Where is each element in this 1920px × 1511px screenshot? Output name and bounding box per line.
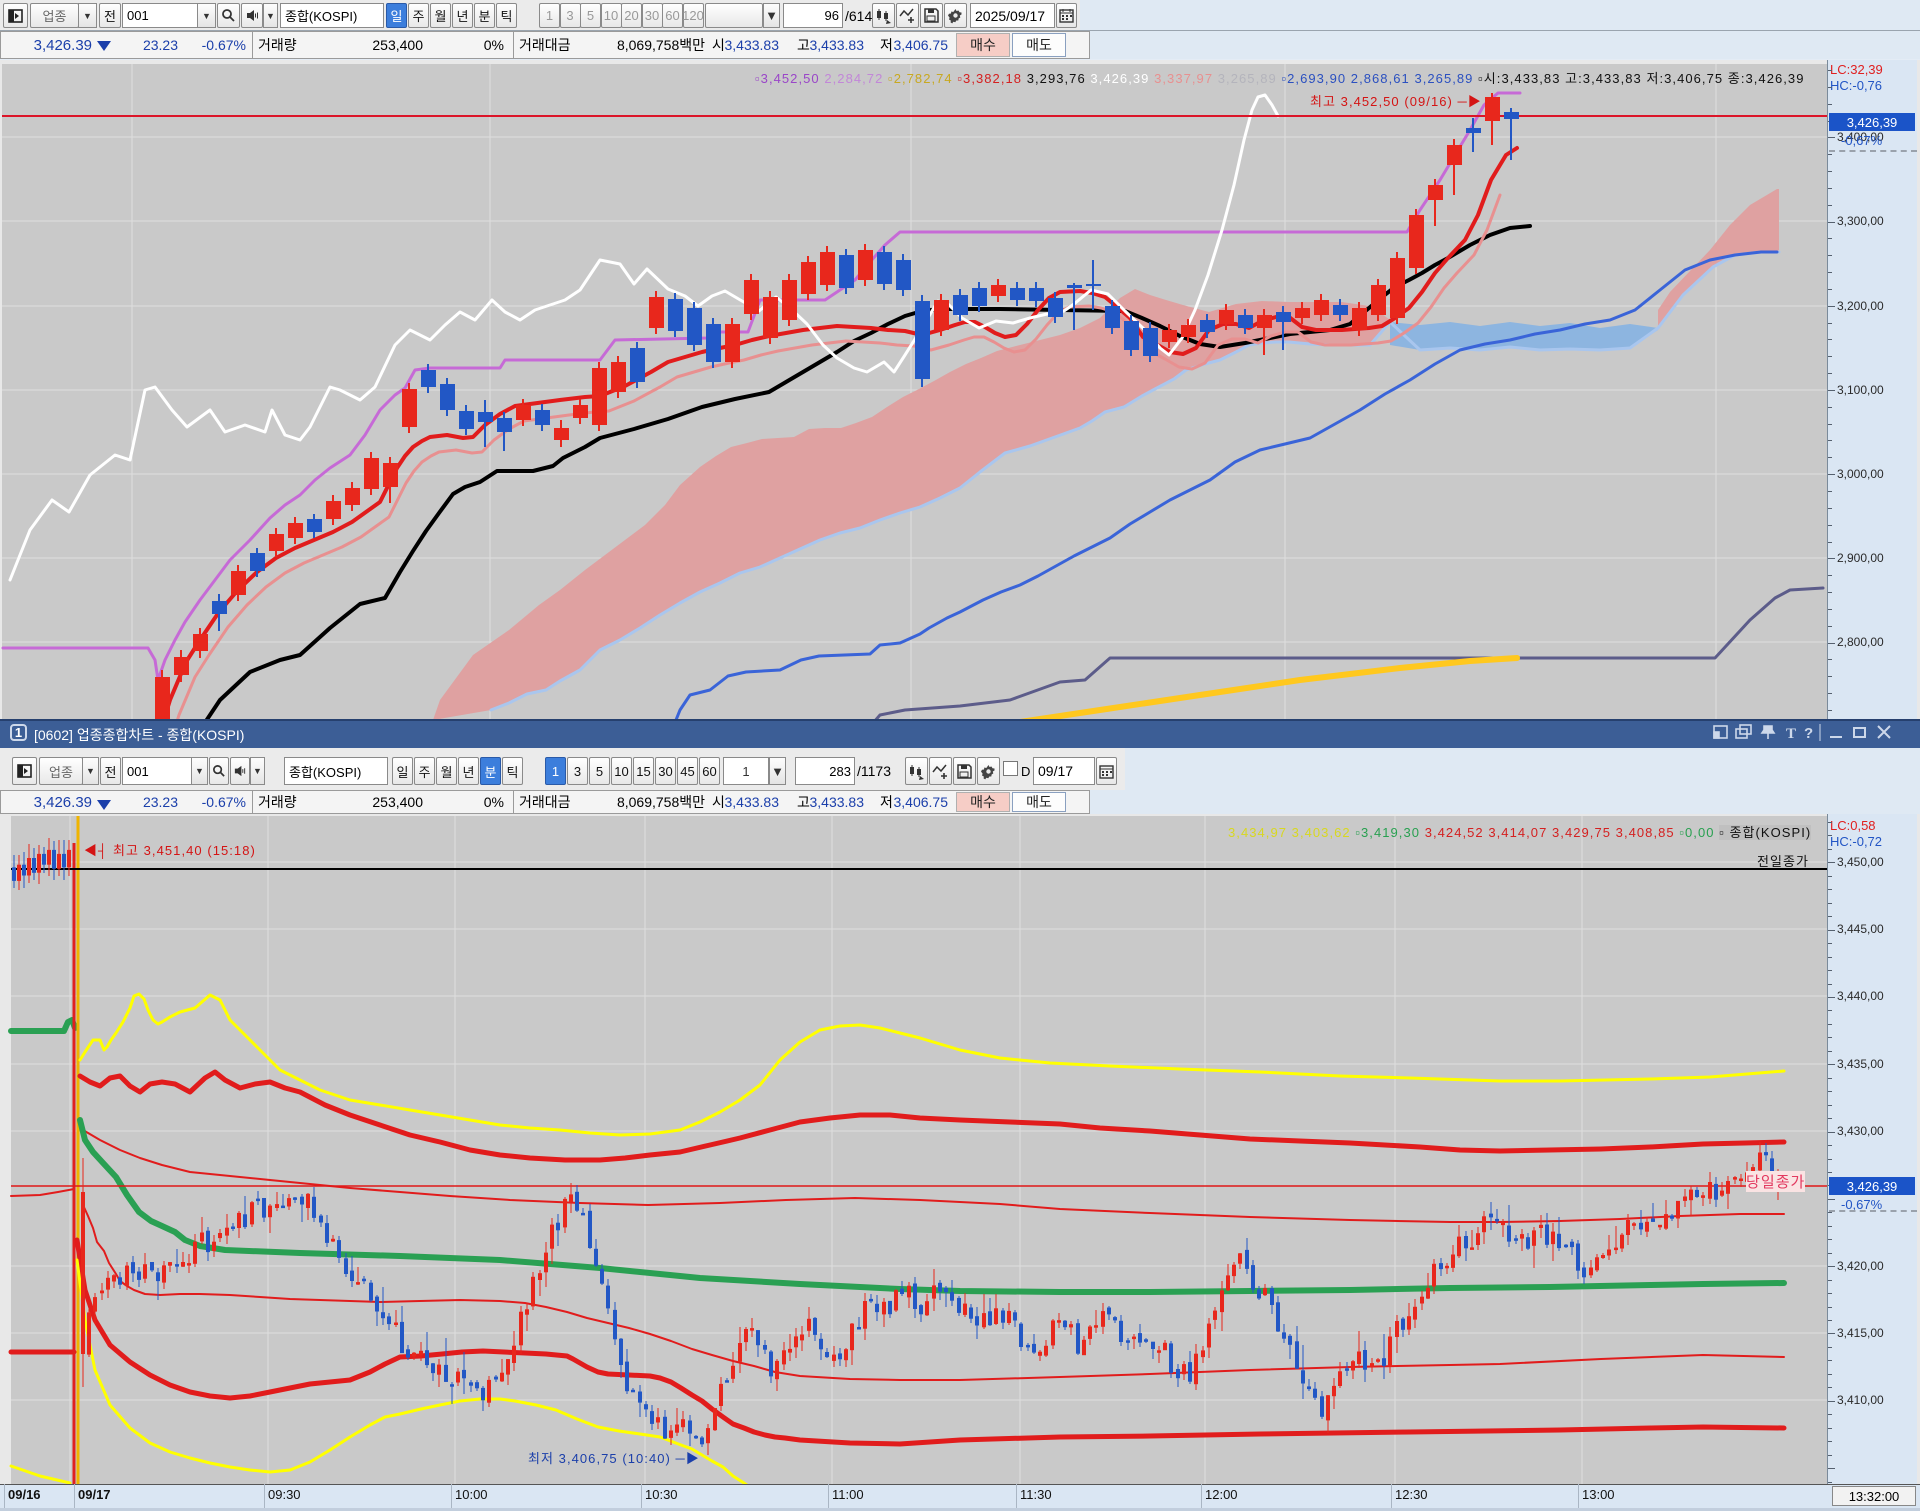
svg-text:?: ? [1804, 725, 1813, 742]
svg-text:T: T [1786, 726, 1796, 742]
